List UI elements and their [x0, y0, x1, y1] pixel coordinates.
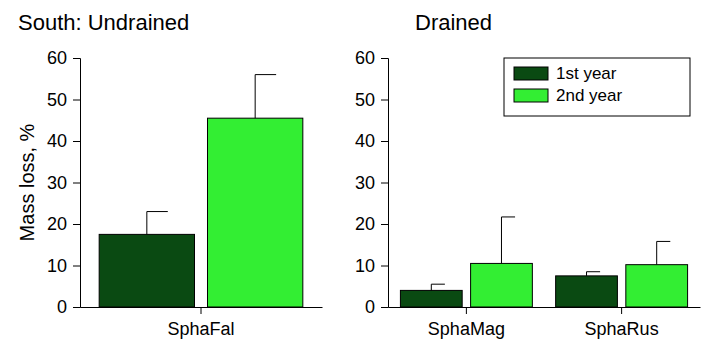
y-tick: 30: [355, 173, 388, 193]
x-tick-label: SphaRus: [585, 319, 659, 339]
error-cap: [501, 216, 515, 217]
y-axis: 0 10 20 30 40 50 60: [355, 48, 389, 317]
y-tick: 20: [355, 214, 388, 234]
error-stem: [431, 284, 432, 290]
y-tick-mark: [381, 183, 388, 184]
y-tick: 0: [57, 297, 80, 317]
y-axis: 0 10 20 30 40 50 60: [47, 48, 81, 317]
bar: [207, 118, 302, 307]
chart: South: Undrained Mass loss, % 0 10 20 30 40 50 6…: [0, 0, 704, 358]
y-tick-mark: [381, 141, 388, 142]
error-bar: [255, 75, 276, 119]
error-bar: [587, 272, 601, 276]
y-tick-mark: [73, 266, 80, 267]
y-tick-label: 60: [355, 48, 375, 68]
y-tick-mark: [381, 266, 388, 267]
bar: [556, 276, 618, 307]
error-cap: [587, 271, 601, 272]
y-tick-mark: [381, 100, 388, 101]
legend-label: 1st year: [556, 64, 617, 83]
y-tick-label: 20: [47, 214, 67, 234]
y-tick-label: 30: [47, 173, 67, 193]
y-tick-mark: [381, 224, 388, 225]
error-stem: [586, 272, 587, 276]
error-stem: [255, 75, 256, 119]
x-tick: SphaMag: [428, 307, 505, 339]
error-bar: [431, 284, 445, 290]
title: South: Undrained: [18, 10, 189, 35]
y-tick: 0: [365, 297, 388, 317]
plot-area: [99, 75, 303, 307]
y-tick-label: 0: [365, 297, 375, 317]
y-tick-mark: [73, 58, 80, 59]
y-axis-title: Mass loss, %: [16, 123, 38, 241]
y-tick: 40: [47, 131, 80, 151]
y-tick-mark: [73, 100, 80, 101]
error-cap: [431, 284, 445, 285]
panel: South: Undrained Mass loss, % 0 10 20 30 40 50 6…: [16, 10, 323, 339]
x-tick-label: SphaMag: [428, 319, 505, 339]
title: Drained: [415, 10, 492, 35]
y-tick-mark: [381, 58, 388, 59]
x-axis-line: [389, 307, 701, 308]
x-tick: SphaFal: [167, 307, 234, 339]
y-tick: 10: [355, 256, 388, 276]
bar: [99, 234, 194, 307]
y-tick-mark: [73, 183, 80, 184]
y-tick-label: 60: [47, 48, 67, 68]
x-tick-mark: [201, 307, 202, 314]
y-tick-label: 20: [355, 214, 375, 234]
x-tick-mark: [466, 307, 467, 314]
bar: [626, 265, 688, 307]
x-tick-mark: [621, 307, 622, 314]
y-tick: 50: [47, 90, 80, 110]
y-tick: 50: [355, 90, 388, 110]
legend-label: 2nd year: [556, 86, 622, 105]
error-stem: [501, 217, 502, 263]
error-bar: [147, 212, 168, 235]
y-tick: 10: [47, 256, 80, 276]
error-cap: [657, 241, 671, 242]
y-tick: 20: [47, 214, 80, 234]
x-axis: SphaMag SphaRus: [389, 307, 701, 339]
panel: Drained 0 10 20 30 40 50 60 SphaMag SphaRus 1st ye…: [355, 10, 701, 339]
error-bar: [501, 217, 515, 263]
y-tick-label: 40: [47, 131, 67, 151]
legend-box: [504, 58, 690, 116]
y-tick-label: 40: [355, 131, 375, 151]
y-tick-label: 50: [355, 90, 375, 110]
error-bar: [657, 241, 671, 264]
x-tick-label: SphaFal: [167, 319, 234, 339]
legend: 1st year 2nd year: [504, 58, 690, 116]
y-tick-mark: [73, 307, 80, 308]
y-tick-mark: [381, 307, 388, 308]
y-tick: 30: [47, 173, 80, 193]
y-tick-mark: [73, 141, 80, 142]
legend-swatch: [514, 89, 548, 102]
x-tick: SphaRus: [585, 307, 659, 339]
y-tick-label: 10: [47, 256, 67, 276]
y-tick: 60: [355, 48, 388, 68]
error-cap: [255, 74, 276, 75]
y-tick-mark: [73, 224, 80, 225]
y-tick-label: 0: [57, 297, 67, 317]
error-stem: [656, 241, 657, 264]
y-tick: 40: [355, 131, 388, 151]
y-axis-line: [381, 59, 389, 308]
y-tick-label: 10: [355, 256, 375, 276]
y-axis-line: [73, 59, 81, 308]
legend-swatch: [514, 67, 548, 80]
bar: [471, 263, 533, 307]
error-stem: [146, 212, 147, 235]
plot-area: [400, 217, 687, 307]
bar: [400, 290, 462, 307]
error-cap: [147, 211, 168, 212]
y-tick-label: 50: [47, 90, 67, 110]
y-tick-label: 30: [355, 173, 375, 193]
x-axis: SphaFal: [81, 307, 323, 339]
y-tick: 60: [47, 48, 80, 68]
